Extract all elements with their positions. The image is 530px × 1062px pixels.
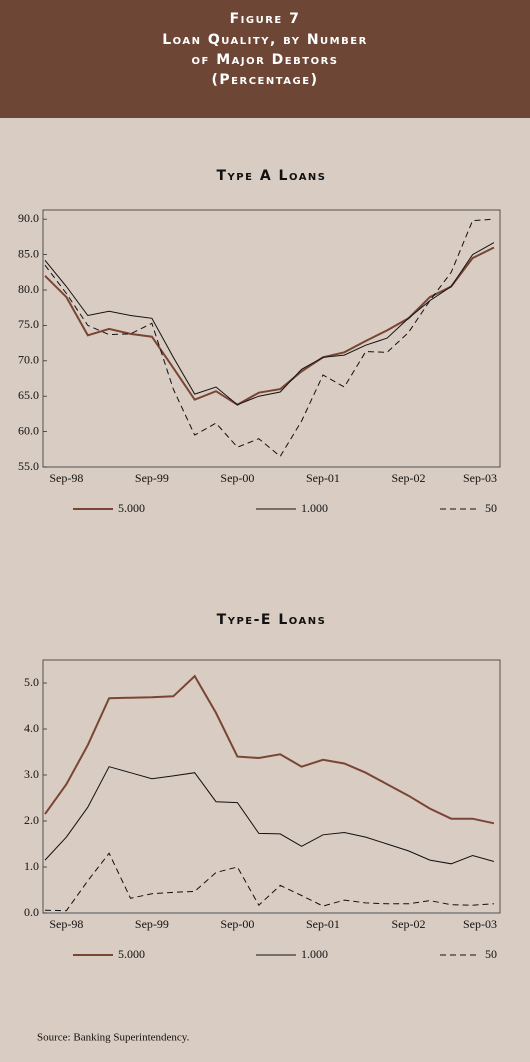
chart-title: Type A Loans xyxy=(217,168,327,184)
x-tick-label: Sep-02 xyxy=(391,471,425,485)
legend-label: 1.000 xyxy=(301,501,328,515)
y-tick-label: 70.0 xyxy=(18,353,39,367)
series-line xyxy=(44,218,495,458)
x-tick-label: Sep-03 xyxy=(463,471,497,485)
x-tick-label: Sep-03 xyxy=(463,917,497,931)
x-tick-label: Sep-00 xyxy=(220,471,254,485)
chart-title: Type-E Loans xyxy=(217,612,327,628)
y-tick-label: 4.0 xyxy=(24,721,39,735)
y-tick-label: 55.0 xyxy=(18,459,39,473)
series-line xyxy=(44,242,495,406)
y-tick-label: 60.0 xyxy=(18,423,39,437)
figure-title: Loan Quality, by Number xyxy=(162,32,368,48)
y-tick-label: 2.0 xyxy=(24,813,39,827)
figure-subtitle: (Percentage) xyxy=(212,72,319,88)
series-line xyxy=(44,766,495,865)
x-tick-label: Sep-99 xyxy=(135,471,169,485)
y-tick-label: 3.0 xyxy=(24,767,39,781)
y-tick-label: 0.0 xyxy=(24,905,39,919)
series-line xyxy=(44,246,495,406)
legend-label: 50 xyxy=(485,947,497,961)
y-tick-label: 80.0 xyxy=(18,282,39,296)
header-band xyxy=(0,0,530,118)
plot-frame xyxy=(42,659,501,914)
x-tick-label: Sep-00 xyxy=(220,917,254,931)
legend-label: 5.000 xyxy=(118,501,145,515)
x-tick-label: Sep-01 xyxy=(306,471,340,485)
legend-label: 5.000 xyxy=(118,947,145,961)
legend-label: 50 xyxy=(485,501,497,515)
x-tick-label: Sep-01 xyxy=(306,917,340,931)
y-tick-label: 75.0 xyxy=(18,317,39,331)
figure-title: of Major Debtors xyxy=(192,52,339,68)
y-tick-label: 85.0 xyxy=(18,246,39,260)
y-tick-label: 65.0 xyxy=(18,388,39,402)
source-note: Source: Banking Superintendency. xyxy=(37,1032,190,1044)
y-tick-label: 1.0 xyxy=(24,859,39,873)
plot-frame xyxy=(42,209,501,468)
y-tick-label: 90.0 xyxy=(18,211,39,225)
x-tick-label: Sep-98 xyxy=(49,471,83,485)
series-line xyxy=(44,674,495,825)
x-tick-label: Sep-99 xyxy=(135,917,169,931)
figure-title: Figure 7 xyxy=(230,11,301,27)
legend-label: 1.000 xyxy=(301,947,328,961)
y-tick-label: 5.0 xyxy=(24,675,39,689)
x-tick-label: Sep-98 xyxy=(49,917,83,931)
x-tick-label: Sep-02 xyxy=(391,917,425,931)
